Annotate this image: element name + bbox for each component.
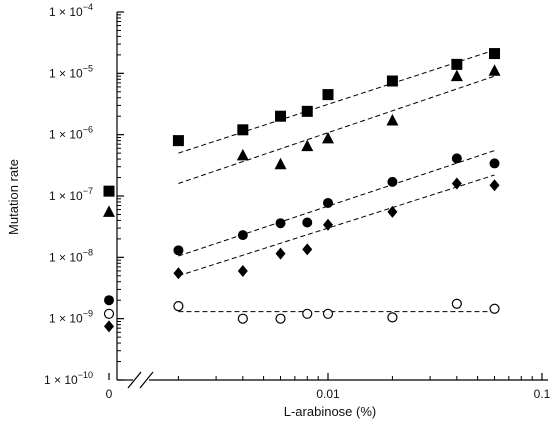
filled-circle-marker — [302, 217, 313, 228]
square-marker — [172, 135, 184, 147]
x-tick-label: 0.01 — [316, 387, 340, 401]
filled-circle-marker — [323, 197, 333, 208]
diamond-marker — [489, 179, 500, 192]
open-circle-marker — [275, 313, 286, 324]
diamond-marker — [104, 320, 114, 333]
axes-layer: 1 × 10−10 1 × 10−9 1 × 10−8 1 × 10−7 1 × 10−… — [44, 2, 551, 401]
axis-break-mark — [127, 371, 142, 389]
triangle-marker — [236, 148, 249, 161]
square-marker — [489, 48, 501, 60]
open-circle-marker — [103, 308, 115, 319]
square-marker — [237, 124, 249, 136]
y-tick-label: 1 × 10−7 — [49, 186, 93, 203]
triangle-marker — [322, 131, 334, 144]
open-circle-marker — [451, 298, 462, 309]
square-marker — [322, 89, 334, 101]
open-circle-marker — [322, 308, 334, 319]
square-marker — [275, 110, 287, 122]
open-circle-marker — [489, 303, 500, 314]
square-marker — [451, 58, 463, 70]
triangle-marker — [488, 64, 501, 76]
fit-line — [178, 150, 495, 257]
triangle-marker — [103, 205, 115, 217]
y-tick-label: 1 × 10−8 — [49, 247, 93, 264]
open-circle-marker — [173, 301, 184, 312]
y-tick-label: 1 × 10−5 — [49, 63, 93, 80]
filled-circle-marker — [275, 218, 286, 229]
y-tick-label: 1 × 10−6 — [49, 125, 93, 142]
fit-lines-layer — [178, 49, 495, 313]
triangle-marker — [301, 139, 314, 152]
y-tick-label: 1 × 10−9 — [49, 309, 93, 326]
diamond-marker — [323, 218, 333, 231]
x-tick-label: 0.1 — [534, 387, 551, 401]
diamond-marker — [302, 243, 313, 256]
fit-line — [178, 174, 495, 277]
x-tick-label: 0 — [106, 387, 113, 401]
y-axis-title: Mutation rate — [6, 159, 21, 235]
filled-circle-marker — [237, 230, 248, 241]
diamond-marker — [387, 205, 398, 218]
open-circle-marker — [237, 313, 248, 324]
square-marker — [103, 185, 115, 197]
fit-line — [178, 75, 495, 184]
diamond-marker — [237, 264, 248, 277]
y-tick-label: 1 × 10−4 — [49, 2, 93, 19]
square-marker — [301, 105, 313, 117]
open-circle-marker — [302, 308, 313, 319]
filled-circle-marker — [489, 158, 500, 169]
triangle-marker — [386, 114, 399, 126]
x-axis-title: L-arabinose (%) — [284, 404, 377, 419]
y-tick-label: 1 × 10−10 — [44, 370, 93, 387]
filled-circle-marker — [104, 295, 114, 306]
fit-line — [178, 49, 495, 154]
square-marker — [386, 75, 398, 87]
diamond-marker — [173, 267, 184, 280]
data-points-layer — [103, 48, 501, 333]
filled-circle-marker — [451, 153, 462, 164]
open-circle-marker — [387, 312, 398, 323]
triangle-marker — [450, 69, 463, 82]
filled-circle-marker — [173, 245, 184, 256]
diamond-marker — [451, 177, 462, 190]
axis-break-mark — [139, 371, 154, 389]
triangle-marker — [274, 157, 287, 170]
filled-circle-marker — [387, 176, 398, 187]
diamond-marker — [275, 247, 286, 260]
